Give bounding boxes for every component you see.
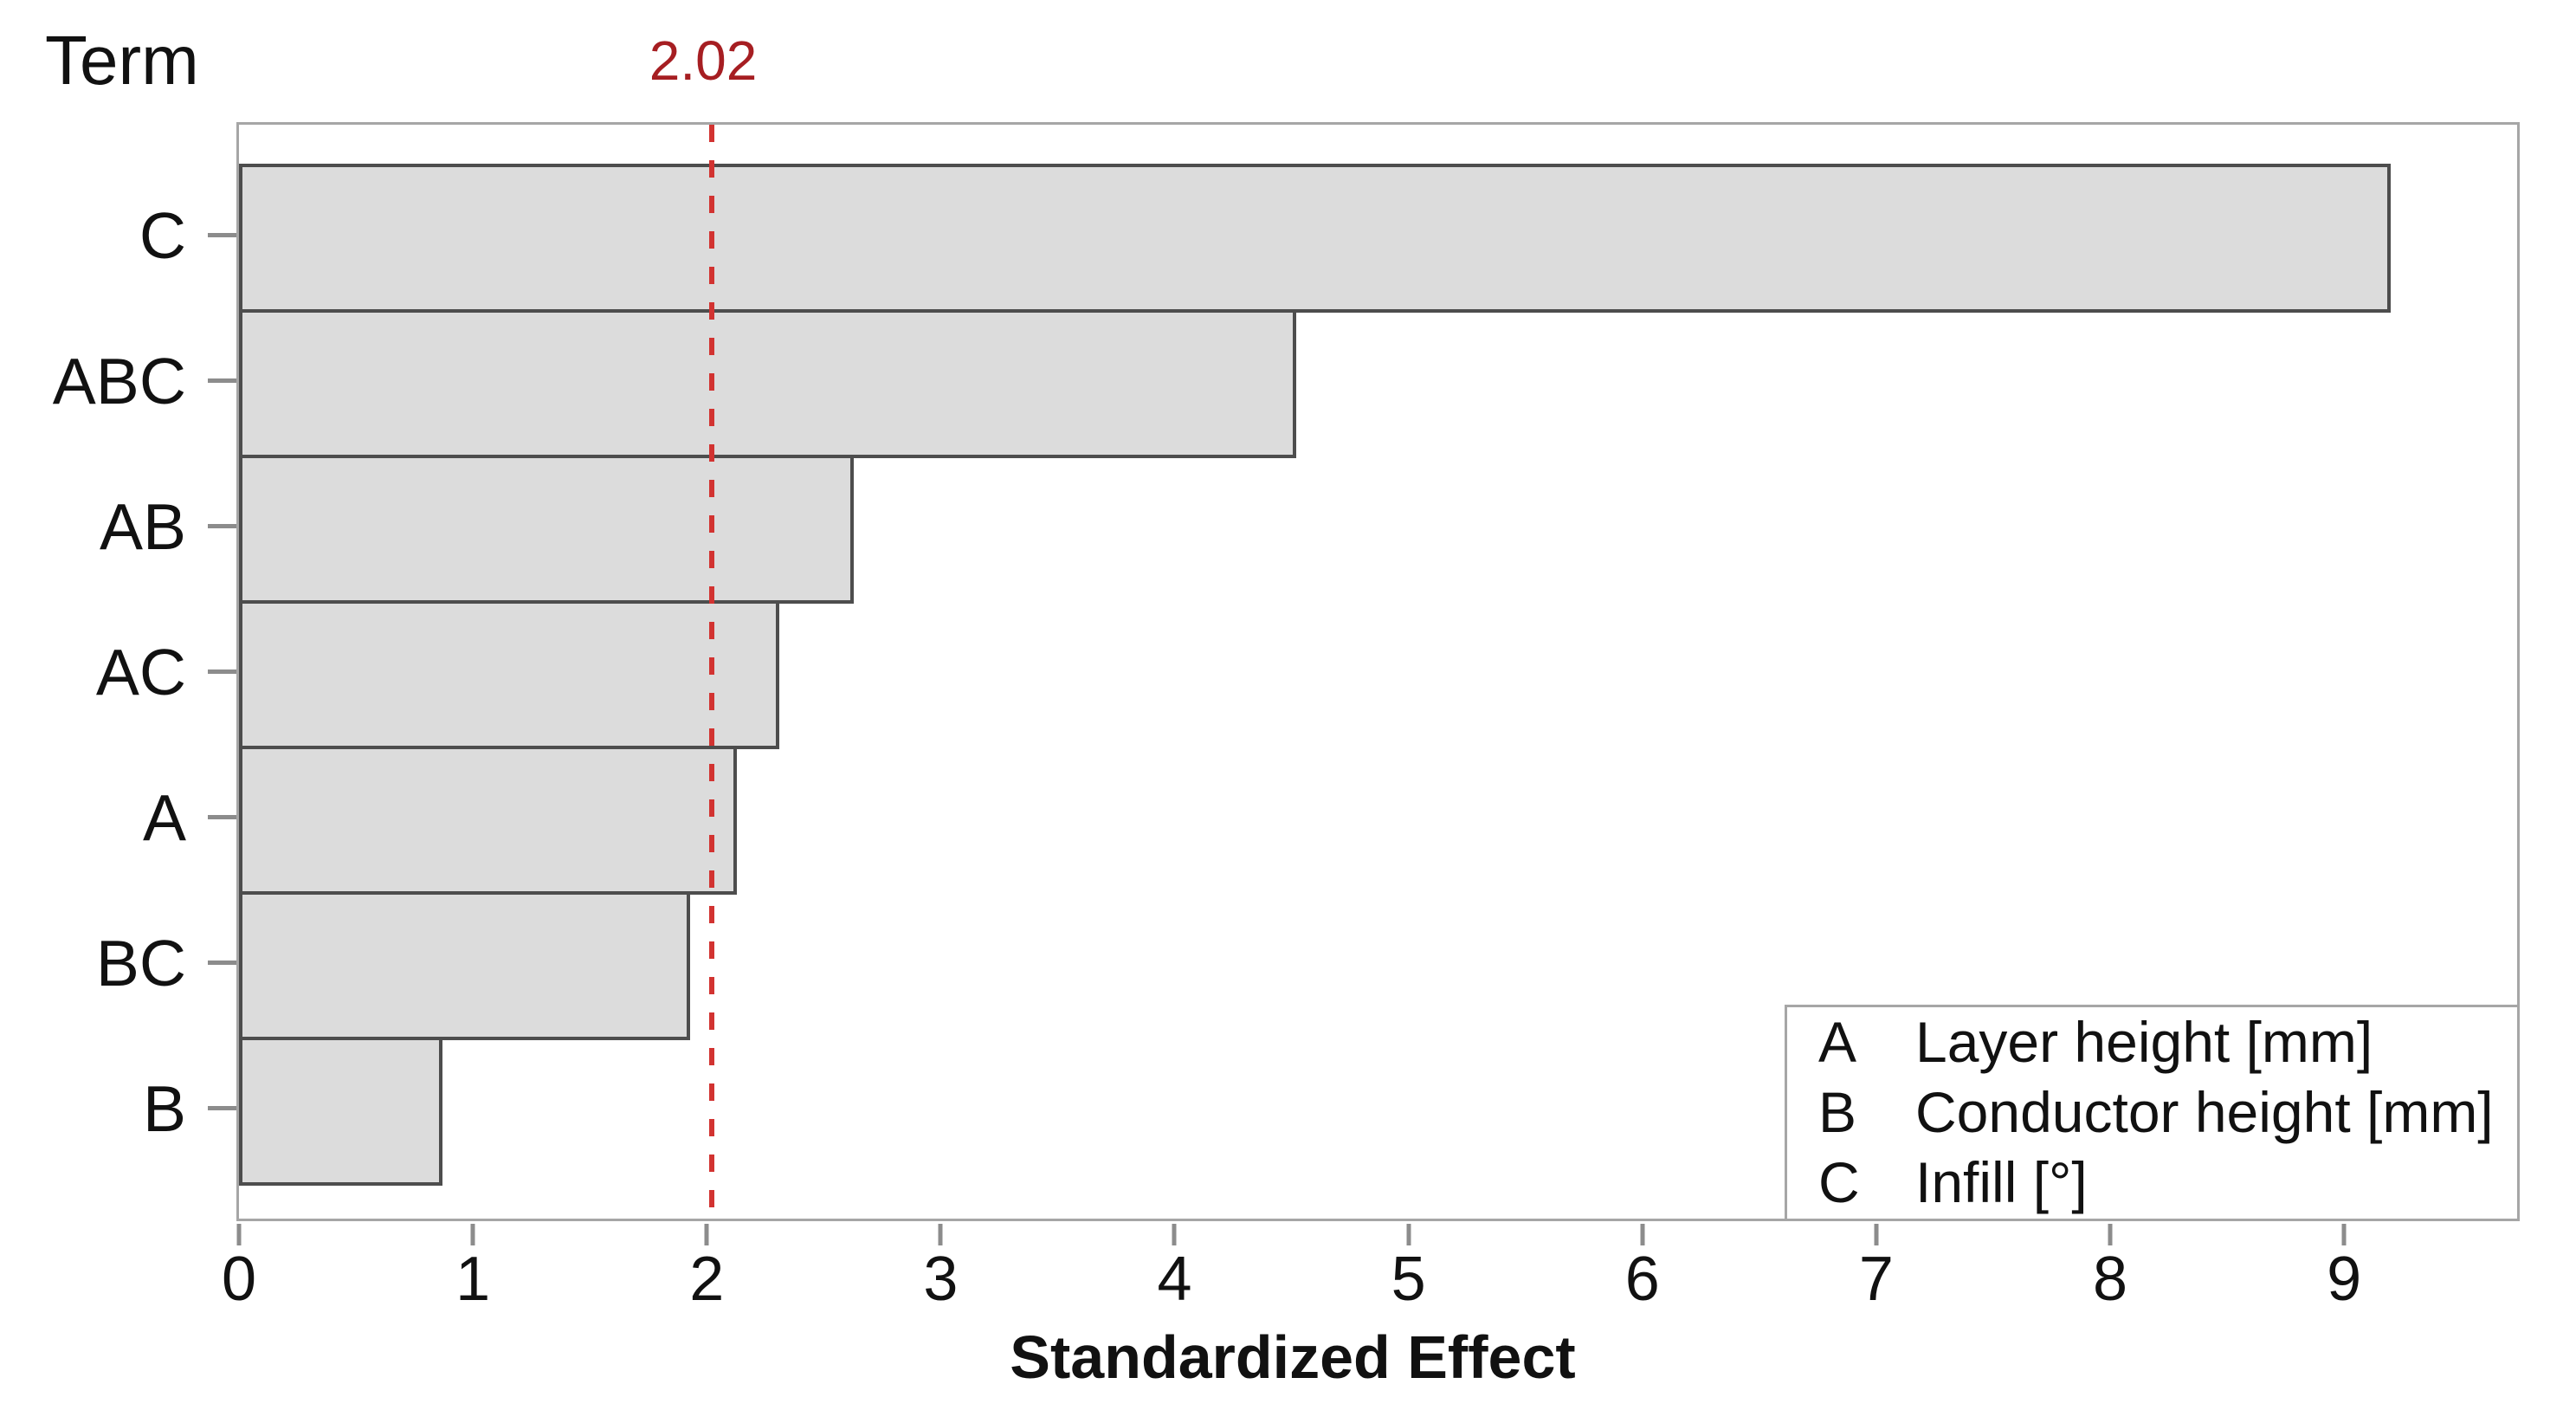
y-label-c: C — [139, 199, 186, 272]
x-tick-label-5: 5 — [1391, 1245, 1426, 1314]
x-tick-label-2: 2 — [689, 1245, 725, 1314]
x-tick-5 — [1406, 1224, 1411, 1245]
legend-label-b: Conductor height [mm] — [1915, 1080, 2494, 1144]
bars-container — [239, 125, 2517, 1219]
y-tick-ac — [208, 669, 236, 674]
y-label-ac: AC — [95, 636, 186, 708]
reference-line — [708, 125, 714, 1219]
bar-ac — [239, 600, 779, 749]
reference-line-label: 2.02 — [649, 29, 758, 92]
legend-label-a: Layer height [mm] — [1915, 1010, 2373, 1074]
legend-label-c: Infill [°] — [1915, 1150, 2088, 1214]
legend-key-a: A — [1818, 1010, 1857, 1074]
legend-box: A Layer height [mm] B Conductor height [mm]… — [1785, 1005, 2520, 1221]
x-tick-label-0: 0 — [221, 1245, 257, 1314]
bar-ab — [239, 455, 855, 604]
legend-key-c: C — [1818, 1150, 1860, 1214]
y-tick-abc — [208, 378, 236, 383]
x-tick-label-6: 6 — [1624, 1245, 1660, 1314]
x-tick-1 — [470, 1224, 475, 1245]
x-tick-3 — [938, 1224, 943, 1245]
x-tick-label-8: 8 — [2092, 1245, 2128, 1314]
x-tick-label-7: 7 — [1858, 1245, 1894, 1314]
y-tick-bc — [208, 961, 236, 965]
bar-bc — [239, 891, 691, 1040]
legend-key-b: B — [1818, 1080, 1857, 1144]
bar-b — [239, 1037, 442, 1186]
y-tick-c — [208, 233, 236, 237]
bar-c — [239, 164, 2392, 313]
x-tick-6 — [1640, 1224, 1645, 1245]
x-tick-label-1: 1 — [455, 1245, 491, 1314]
x-tick-label-3: 3 — [923, 1245, 959, 1314]
y-label-ab: AB — [99, 490, 186, 563]
y-label-a: A — [142, 781, 186, 854]
x-axis-title: Standardized Effect — [1010, 1323, 1576, 1391]
y-tick-ab — [208, 524, 236, 528]
y-label-bc: BC — [95, 927, 186, 999]
legend-item-c: C Infill [°] — [1787, 1148, 2517, 1218]
x-tick-label-4: 4 — [1157, 1245, 1192, 1314]
bar-a — [239, 746, 738, 895]
y-axis-category-labels: C ABC AB AC A BC B — [0, 122, 208, 1216]
x-tick-9 — [2341, 1224, 2347, 1245]
x-tick-8 — [2108, 1224, 2113, 1245]
x-tick-7 — [1874, 1224, 1879, 1245]
y-tick-b — [208, 1106, 236, 1110]
y-axis-ticks — [208, 122, 236, 1216]
legend-item-a: A Layer height [mm] — [1787, 1007, 2517, 1077]
x-tick-0 — [236, 1224, 242, 1245]
x-tick-4 — [1172, 1224, 1177, 1245]
y-label-abc: ABC — [52, 345, 186, 417]
y-label-b: B — [142, 1072, 186, 1145]
plot-area: A Layer height [mm] B Conductor height [mm]… — [236, 122, 2520, 1221]
y-tick-a — [208, 815, 236, 819]
bar-abc — [239, 309, 1296, 458]
y-axis-title: Term — [45, 22, 199, 99]
x-tick-label-9: 9 — [2327, 1245, 2362, 1314]
x-axis-ticks: 0 1 2 3 4 5 6 7 8 9 — [222, 1224, 2517, 1397]
x-tick-2 — [704, 1224, 709, 1245]
legend-item-b: B Conductor height [mm] — [1787, 1077, 2517, 1148]
